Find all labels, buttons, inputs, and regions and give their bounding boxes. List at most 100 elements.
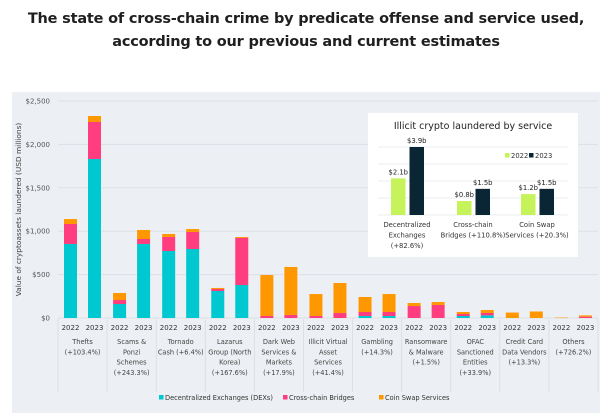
bar-segment <box>186 249 199 318</box>
bar-segment <box>432 302 445 305</box>
x-year-label: 2022 <box>503 324 521 332</box>
bar-segment <box>457 312 470 314</box>
y-tick-label: $2,000 <box>26 141 51 149</box>
x-year-label: 2022 <box>111 324 129 332</box>
bar-segment <box>408 306 421 318</box>
bar-segment <box>113 304 126 318</box>
bar-segment <box>64 224 77 244</box>
inset-category-label: Bridges (+110.8%) <box>441 232 506 240</box>
x-category-label: Dark Web <box>263 338 295 346</box>
inset-legend-swatch <box>529 153 534 158</box>
bar-segment <box>555 318 568 319</box>
bar-segment <box>359 297 372 312</box>
bar-segment <box>506 313 519 318</box>
inset-category-label: Coin Swap <box>519 221 555 229</box>
inset-value-label: $2.1b <box>389 168 408 176</box>
legend-label: Decentralized Exchanges (DEXs) <box>165 394 273 402</box>
x-year-label: 2023 <box>527 324 545 332</box>
inset-value-label: $0.8b <box>455 191 474 199</box>
inset-legend-label: 2023 <box>535 152 552 160</box>
bar-segment <box>359 312 372 316</box>
bar-segment <box>260 316 273 318</box>
inset-bar <box>521 194 536 215</box>
inset-title: Illicit crypto laundered by service <box>394 121 552 132</box>
x-year-label: 2023 <box>331 324 349 332</box>
bar-segment <box>88 116 101 122</box>
x-category-label: Data Vendors <box>502 348 547 356</box>
x-category-label: Tornado <box>167 338 194 346</box>
x-category-label: (+1.5%) <box>412 359 439 367</box>
bar-segment <box>579 315 592 316</box>
x-year-label: 2023 <box>429 324 447 332</box>
bar-segment <box>186 232 199 249</box>
bar-segment <box>481 313 494 315</box>
x-year-label: 2023 <box>380 324 398 332</box>
x-category-label: Lazarus <box>217 338 243 346</box>
bar-segment <box>333 283 346 313</box>
bar-segment <box>383 294 396 312</box>
x-year-label: 2023 <box>184 324 202 332</box>
x-category-label: Cash (+6.4%) <box>158 348 204 356</box>
x-category-label: Thefts <box>71 338 93 346</box>
x-year-label: 2022 <box>356 324 374 332</box>
x-category-label: (+726.2%) <box>556 348 592 356</box>
bar-segment <box>284 315 297 318</box>
x-category-label: Services & <box>261 348 296 356</box>
bar-segment <box>457 314 470 316</box>
x-category-label: Illicit Virtual <box>308 338 347 346</box>
x-category-label: (+103.4%) <box>65 348 101 356</box>
bar-segment <box>64 219 77 224</box>
x-year-label: 2023 <box>478 324 496 332</box>
inset-category-label: Decentralized <box>383 221 430 229</box>
x-category-label: Others <box>562 338 585 346</box>
x-category-label: Gambling <box>361 338 393 346</box>
bar-segment <box>211 288 224 289</box>
x-category-label: Markets <box>266 359 293 367</box>
inset-bar <box>457 201 472 215</box>
bar-segment <box>579 317 592 318</box>
bar-segment <box>162 237 175 251</box>
x-year-label: 2022 <box>454 324 472 332</box>
y-tick-label: $1,500 <box>26 184 51 192</box>
x-year-label: 2023 <box>576 324 594 332</box>
inset-category-label: Services (+20.3%) <box>505 232 569 240</box>
bar-segment <box>333 313 346 318</box>
legend-swatch <box>159 395 164 400</box>
legend-label: Cross-chain Bridges <box>289 394 355 402</box>
x-year-label: 2023 <box>233 324 251 332</box>
bar-segment <box>235 237 248 238</box>
bar-segment <box>88 122 101 159</box>
x-category-label: (+167.6%) <box>212 369 248 377</box>
bar-segment <box>137 244 150 318</box>
x-category-label: Korea) <box>219 359 240 367</box>
inset-legend-label: 2022 <box>511 152 528 160</box>
y-tick-label: $0 <box>41 315 50 323</box>
x-year-label: 2023 <box>282 324 300 332</box>
bar-segment <box>113 293 126 300</box>
bar-segment <box>211 289 224 291</box>
inset-value-label: $1.2b <box>519 184 538 192</box>
x-category-label: (+243.3%) <box>114 369 150 377</box>
bar-segment <box>186 229 199 232</box>
x-year-label: 2022 <box>258 324 276 332</box>
main-chart: $0$500$1,000$1,500$2,000$2,500Value of c… <box>0 0 612 420</box>
inset-category-label: Cross-chain <box>453 221 493 229</box>
x-category-label: Group (North <box>208 348 251 356</box>
x-year-label: 2022 <box>552 324 570 332</box>
legend-label: Coin Swap Services <box>385 394 450 402</box>
inset-category-label: (+82.6%) <box>391 242 424 250</box>
x-year-label: 2023 <box>135 324 153 332</box>
x-category-label: (+41.4%) <box>312 369 344 377</box>
legend-swatch <box>283 395 288 400</box>
inset-bar <box>540 189 555 215</box>
bar-segment <box>235 285 248 318</box>
bar-segment <box>162 251 175 318</box>
inset-value-label: $3.9b <box>407 137 426 145</box>
inset-legend-swatch <box>505 153 510 158</box>
bar-segment <box>530 311 543 318</box>
bar-segment <box>408 303 421 306</box>
bar-segment <box>383 316 396 318</box>
x-category-label: Schemes <box>117 359 148 367</box>
x-category-label: Scams & <box>117 338 146 346</box>
x-category-label: Credit Card <box>506 338 543 346</box>
